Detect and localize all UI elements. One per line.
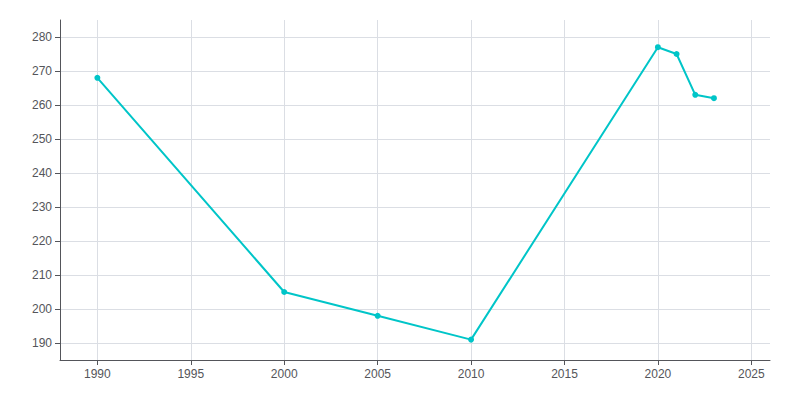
svg-text:250: 250 xyxy=(32,132,52,146)
svg-text:1995: 1995 xyxy=(177,367,204,381)
svg-text:2005: 2005 xyxy=(364,367,391,381)
svg-text:2015: 2015 xyxy=(551,367,578,381)
svg-text:260: 260 xyxy=(32,98,52,112)
svg-text:210: 210 xyxy=(32,268,52,282)
svg-text:2000: 2000 xyxy=(271,367,298,381)
svg-text:280: 280 xyxy=(32,30,52,44)
svg-text:270: 270 xyxy=(32,64,52,78)
svg-text:240: 240 xyxy=(32,166,52,180)
svg-text:190: 190 xyxy=(32,336,52,350)
svg-text:1990: 1990 xyxy=(84,367,111,381)
svg-text:2025: 2025 xyxy=(738,367,765,381)
svg-text:2010: 2010 xyxy=(458,367,485,381)
svg-text:230: 230 xyxy=(32,200,52,214)
svg-text:2020: 2020 xyxy=(645,367,672,381)
svg-text:200: 200 xyxy=(32,302,52,316)
svg-text:220: 220 xyxy=(32,234,52,248)
